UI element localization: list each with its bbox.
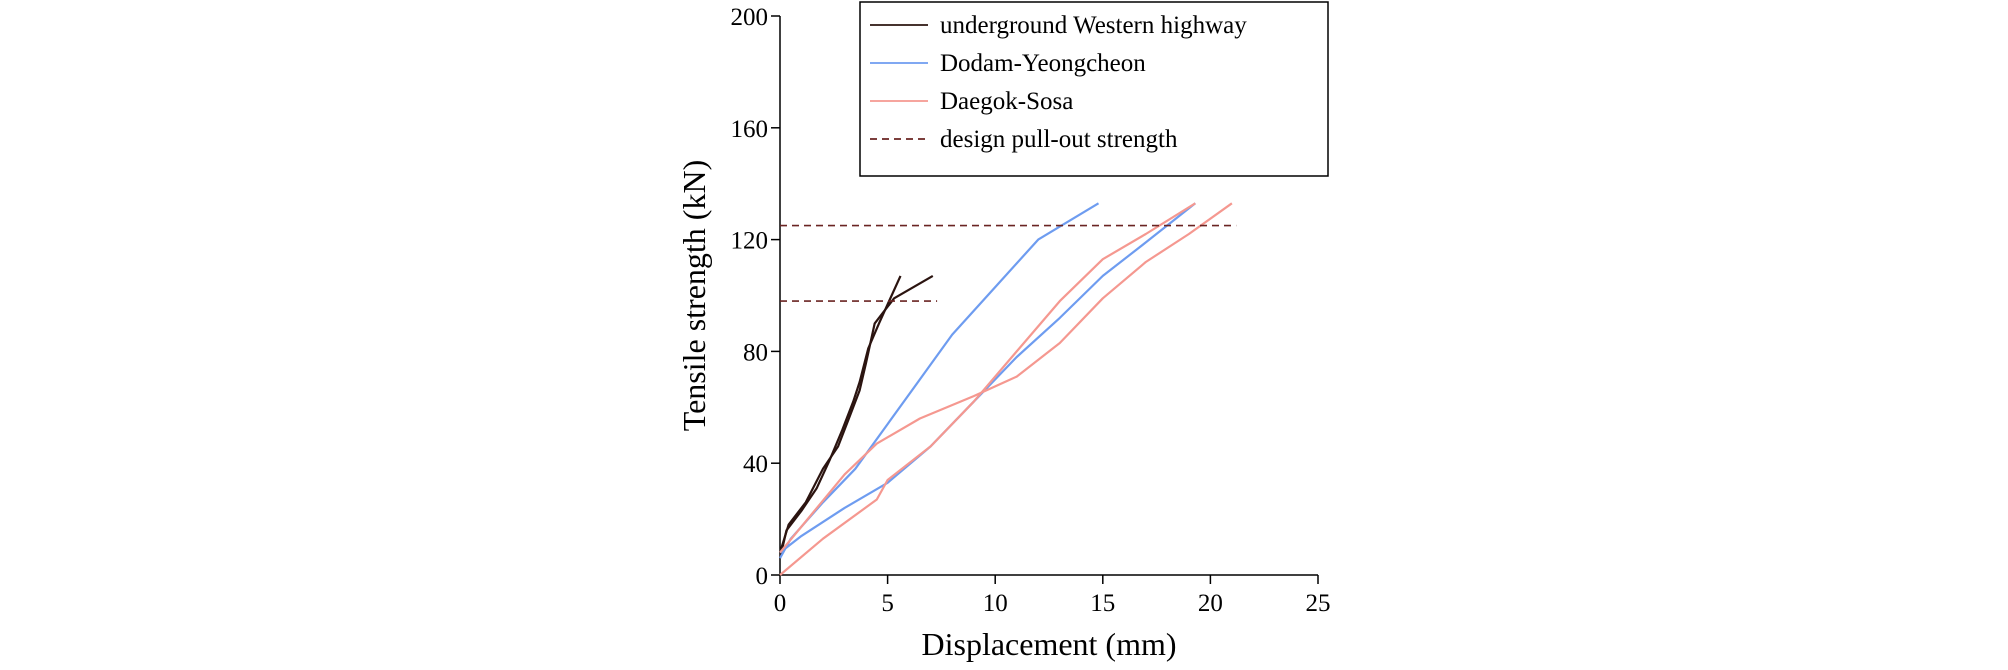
series-line-3 — [779, 202, 1100, 559]
x-tick-label: 15 — [1090, 590, 1115, 617]
legend-label: Daegok-Sosa — [940, 88, 1073, 115]
series-layer — [778, 202, 1237, 576]
series-line-2 — [778, 274, 934, 553]
legend: underground Western highway Dodam-Yeongch… — [859, 1, 1329, 177]
x-tick-label: 10 — [983, 590, 1008, 617]
y-tick-label: 0 — [756, 563, 769, 590]
y-tick-label: 80 — [743, 339, 768, 366]
legend-box — [859, 1, 1329, 177]
y-tick-label: 40 — [743, 451, 768, 478]
legend-label: underground Western highway — [940, 12, 1247, 39]
legend-label: Dodam-Yeongcheon — [940, 50, 1146, 77]
y-tick-label: 200 — [731, 4, 769, 31]
plot-area: 0 40 80 120 160 200 0 5 10 15 20 25 — [731, 4, 1331, 617]
y-axis-ticks: 0 40 80 120 160 200 — [731, 4, 780, 590]
legend-label: design pull-out strength — [940, 126, 1178, 153]
series-line-1 — [778, 275, 902, 559]
x-axis-title: Displacement (mm) — [921, 626, 1176, 662]
x-tick-label: 0 — [774, 590, 787, 617]
series-line-5 — [779, 202, 1196, 576]
x-tick-label: 20 — [1198, 590, 1223, 617]
series-line-6 — [779, 202, 1233, 554]
x-tick-label: 25 — [1306, 590, 1331, 617]
series-line-4 — [779, 202, 1196, 554]
x-axis-ticks: 0 5 10 15 20 25 — [774, 575, 1331, 617]
y-tick-label: 120 — [731, 228, 769, 255]
y-tick-label: 160 — [731, 116, 769, 143]
y-axis-title: Tensile strength (kN) — [676, 160, 712, 431]
x-tick-label: 5 — [881, 590, 894, 617]
